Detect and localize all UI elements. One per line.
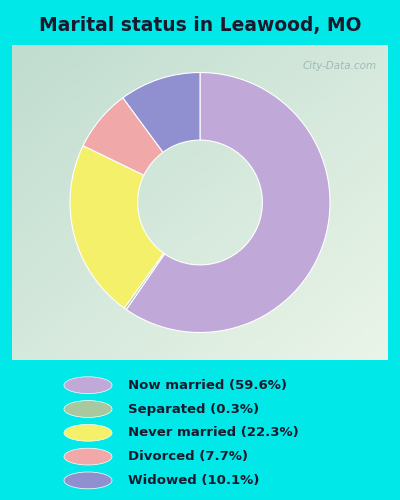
Circle shape (64, 377, 112, 394)
Text: City-Data.com: City-Data.com (302, 60, 377, 70)
Wedge shape (124, 253, 165, 310)
Circle shape (64, 424, 112, 441)
Text: Now married (59.6%): Now married (59.6%) (128, 378, 287, 392)
Circle shape (64, 472, 112, 489)
Text: Widowed (10.1%): Widowed (10.1%) (128, 474, 259, 487)
Wedge shape (70, 146, 164, 308)
Wedge shape (83, 98, 163, 175)
Wedge shape (126, 72, 330, 332)
Text: Separated (0.3%): Separated (0.3%) (128, 402, 259, 415)
Text: Marital status in Leawood, MO: Marital status in Leawood, MO (39, 16, 361, 34)
Text: Divorced (7.7%): Divorced (7.7%) (128, 450, 248, 463)
Circle shape (64, 400, 112, 417)
Wedge shape (123, 72, 200, 152)
Circle shape (64, 448, 112, 465)
Text: Never married (22.3%): Never married (22.3%) (128, 426, 299, 440)
